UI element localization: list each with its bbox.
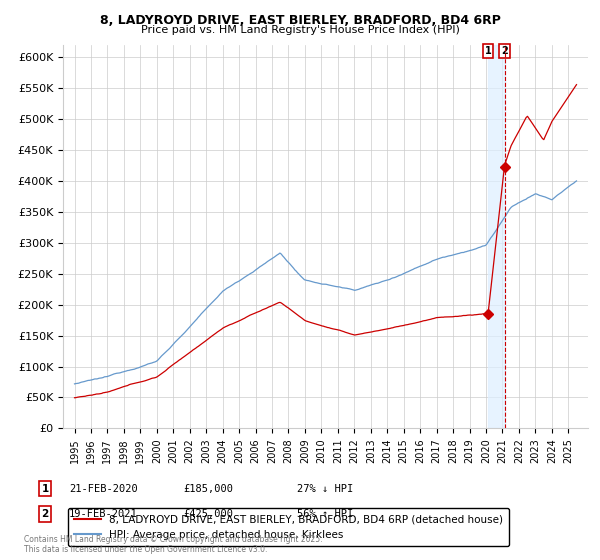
Text: 1: 1 bbox=[41, 484, 49, 494]
Text: 2: 2 bbox=[41, 509, 49, 519]
Text: 19-FEB-2021: 19-FEB-2021 bbox=[69, 509, 138, 519]
Text: 27% ↓ HPI: 27% ↓ HPI bbox=[297, 484, 353, 494]
Text: 21-FEB-2020: 21-FEB-2020 bbox=[69, 484, 138, 494]
Text: 56% ↑ HPI: 56% ↑ HPI bbox=[297, 509, 353, 519]
Text: 1: 1 bbox=[485, 46, 491, 56]
Bar bbox=[488, 45, 505, 428]
Text: 8, LADYROYD DRIVE, EAST BIERLEY, BRADFORD, BD4 6RP: 8, LADYROYD DRIVE, EAST BIERLEY, BRADFOR… bbox=[100, 14, 500, 27]
Text: Contains HM Land Registry data © Crown copyright and database right 2025.
This d: Contains HM Land Registry data © Crown c… bbox=[24, 535, 323, 554]
Text: Price paid vs. HM Land Registry's House Price Index (HPI): Price paid vs. HM Land Registry's House … bbox=[140, 25, 460, 35]
Legend: 8, LADYROYD DRIVE, EAST BIERLEY, BRADFORD, BD4 6RP (detached house), HPI: Averag: 8, LADYROYD DRIVE, EAST BIERLEY, BRADFOR… bbox=[68, 508, 509, 546]
Text: £185,000: £185,000 bbox=[183, 484, 233, 494]
Text: £425,000: £425,000 bbox=[183, 509, 233, 519]
Text: 2: 2 bbox=[501, 46, 508, 56]
